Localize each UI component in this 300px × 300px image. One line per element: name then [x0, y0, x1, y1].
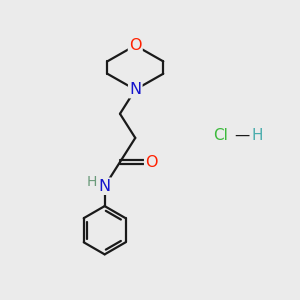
Text: N: N: [99, 179, 111, 194]
Text: H: H: [252, 128, 263, 143]
Text: —: —: [234, 128, 250, 143]
Text: O: O: [145, 154, 158, 169]
Text: Cl: Cl: [213, 128, 228, 143]
Text: N: N: [129, 82, 141, 97]
Text: O: O: [129, 38, 142, 53]
Text: H: H: [87, 175, 98, 189]
